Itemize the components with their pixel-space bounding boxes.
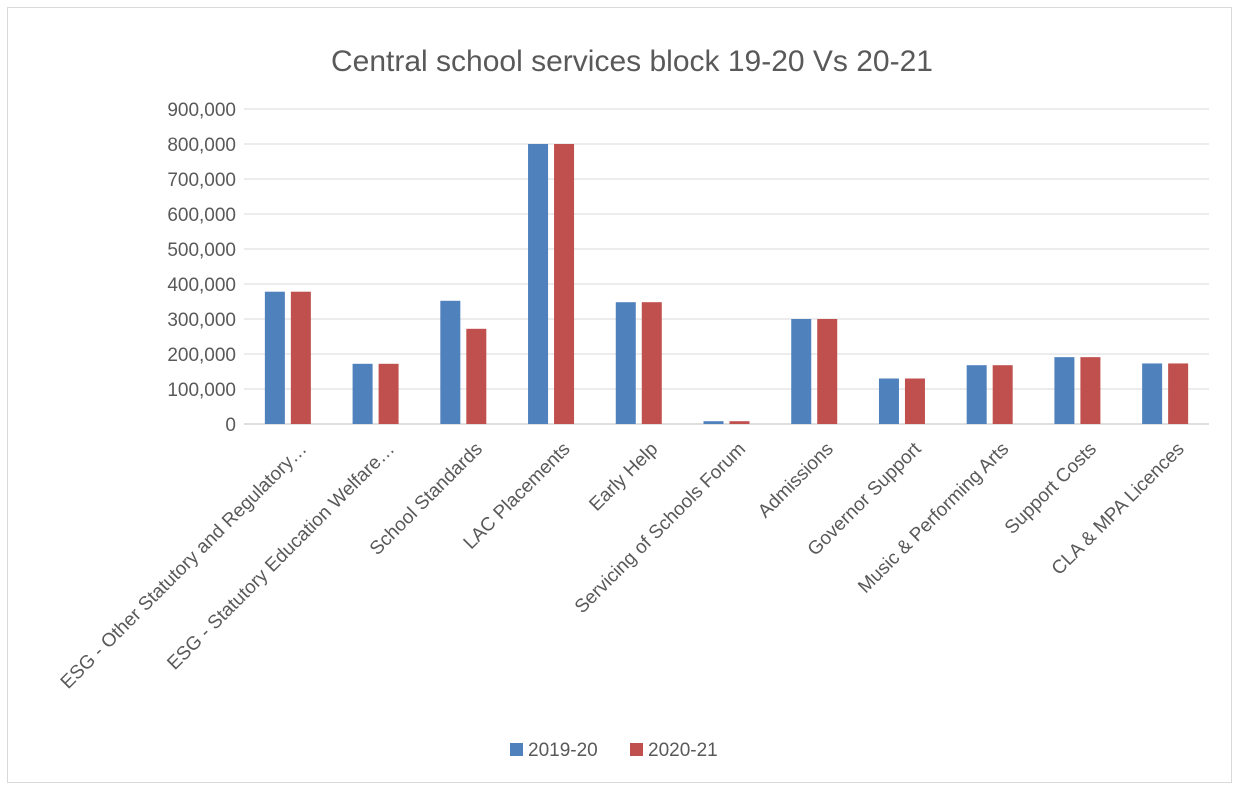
- y-tick-label: 200,000: [167, 345, 236, 366]
- bar-2020-21-6: [729, 421, 750, 424]
- bar-2019-20-6: [703, 421, 724, 424]
- bar-2020-21-9: [992, 365, 1013, 424]
- y-tick-label: 0: [225, 415, 236, 436]
- bar-2020-21-3: [466, 328, 487, 424]
- bar-2019-20-7: [791, 319, 812, 424]
- x-axis-categories: ESG - Other Statutory and Regulatory…ESG…: [57, 438, 1189, 693]
- x-category-label: Servicing of Schools Forum: [571, 439, 750, 618]
- bar-2019-20-8: [878, 378, 899, 424]
- bar-2019-20-11: [1142, 363, 1163, 424]
- bar-2019-20-5: [615, 302, 636, 424]
- chart-frame: Central school services block 19-20 Vs 2…: [7, 7, 1232, 783]
- bar-2019-20-9: [966, 365, 987, 424]
- y-tick-label: 900,000: [167, 100, 236, 121]
- bar-2020-21-7: [817, 319, 838, 424]
- legend-swatch-2019-20: [510, 743, 523, 756]
- bar-2020-21-5: [641, 302, 662, 424]
- bar-2019-20-3: [440, 300, 461, 424]
- bar-2020-21-4: [554, 144, 575, 424]
- bars: [264, 144, 1189, 424]
- y-tick-label: 800,000: [167, 135, 236, 156]
- bar-2019-20-10: [1054, 357, 1075, 424]
- bar-2019-20-4: [528, 144, 549, 424]
- legend-label: 2020-21: [648, 740, 718, 761]
- y-axis-ticks: 0 100,000 200,000 300,000 400,000 500,000 600,…: [167, 100, 236, 436]
- bar-2019-20-2: [352, 363, 373, 424]
- bar-2020-21-1: [290, 291, 311, 424]
- x-category-label: Support Costs: [1001, 439, 1101, 539]
- y-tick-label: 400,000: [167, 275, 236, 296]
- y-tick-label: 600,000: [167, 205, 236, 226]
- bar-2020-21-11: [1168, 363, 1189, 424]
- gridlines: [244, 108, 1209, 425]
- legend-swatch-2020-21: [630, 743, 643, 756]
- legend: 2019-20 2020-21: [510, 740, 718, 761]
- chart-title: Central school services block 19-20 Vs 2…: [331, 45, 933, 78]
- legend-label: 2019-20: [528, 740, 598, 761]
- bar-2020-21-2: [378, 363, 399, 424]
- y-tick-label: 500,000: [167, 240, 236, 261]
- x-category-label: Music & Performing Arts: [854, 439, 1013, 598]
- bar-2020-21-10: [1080, 357, 1101, 424]
- bar-2019-20-1: [264, 291, 285, 424]
- y-tick-label: 700,000: [167, 170, 236, 191]
- x-category-label: Early Help: [585, 439, 662, 516]
- bar-2020-21-8: [904, 378, 925, 424]
- x-category-label: Admissions: [754, 439, 838, 523]
- y-tick-label: 100,000: [167, 380, 236, 401]
- bar-chart: Central school services block 19-20 Vs 2…: [57, 45, 1209, 761]
- y-tick-label: 300,000: [167, 310, 236, 331]
